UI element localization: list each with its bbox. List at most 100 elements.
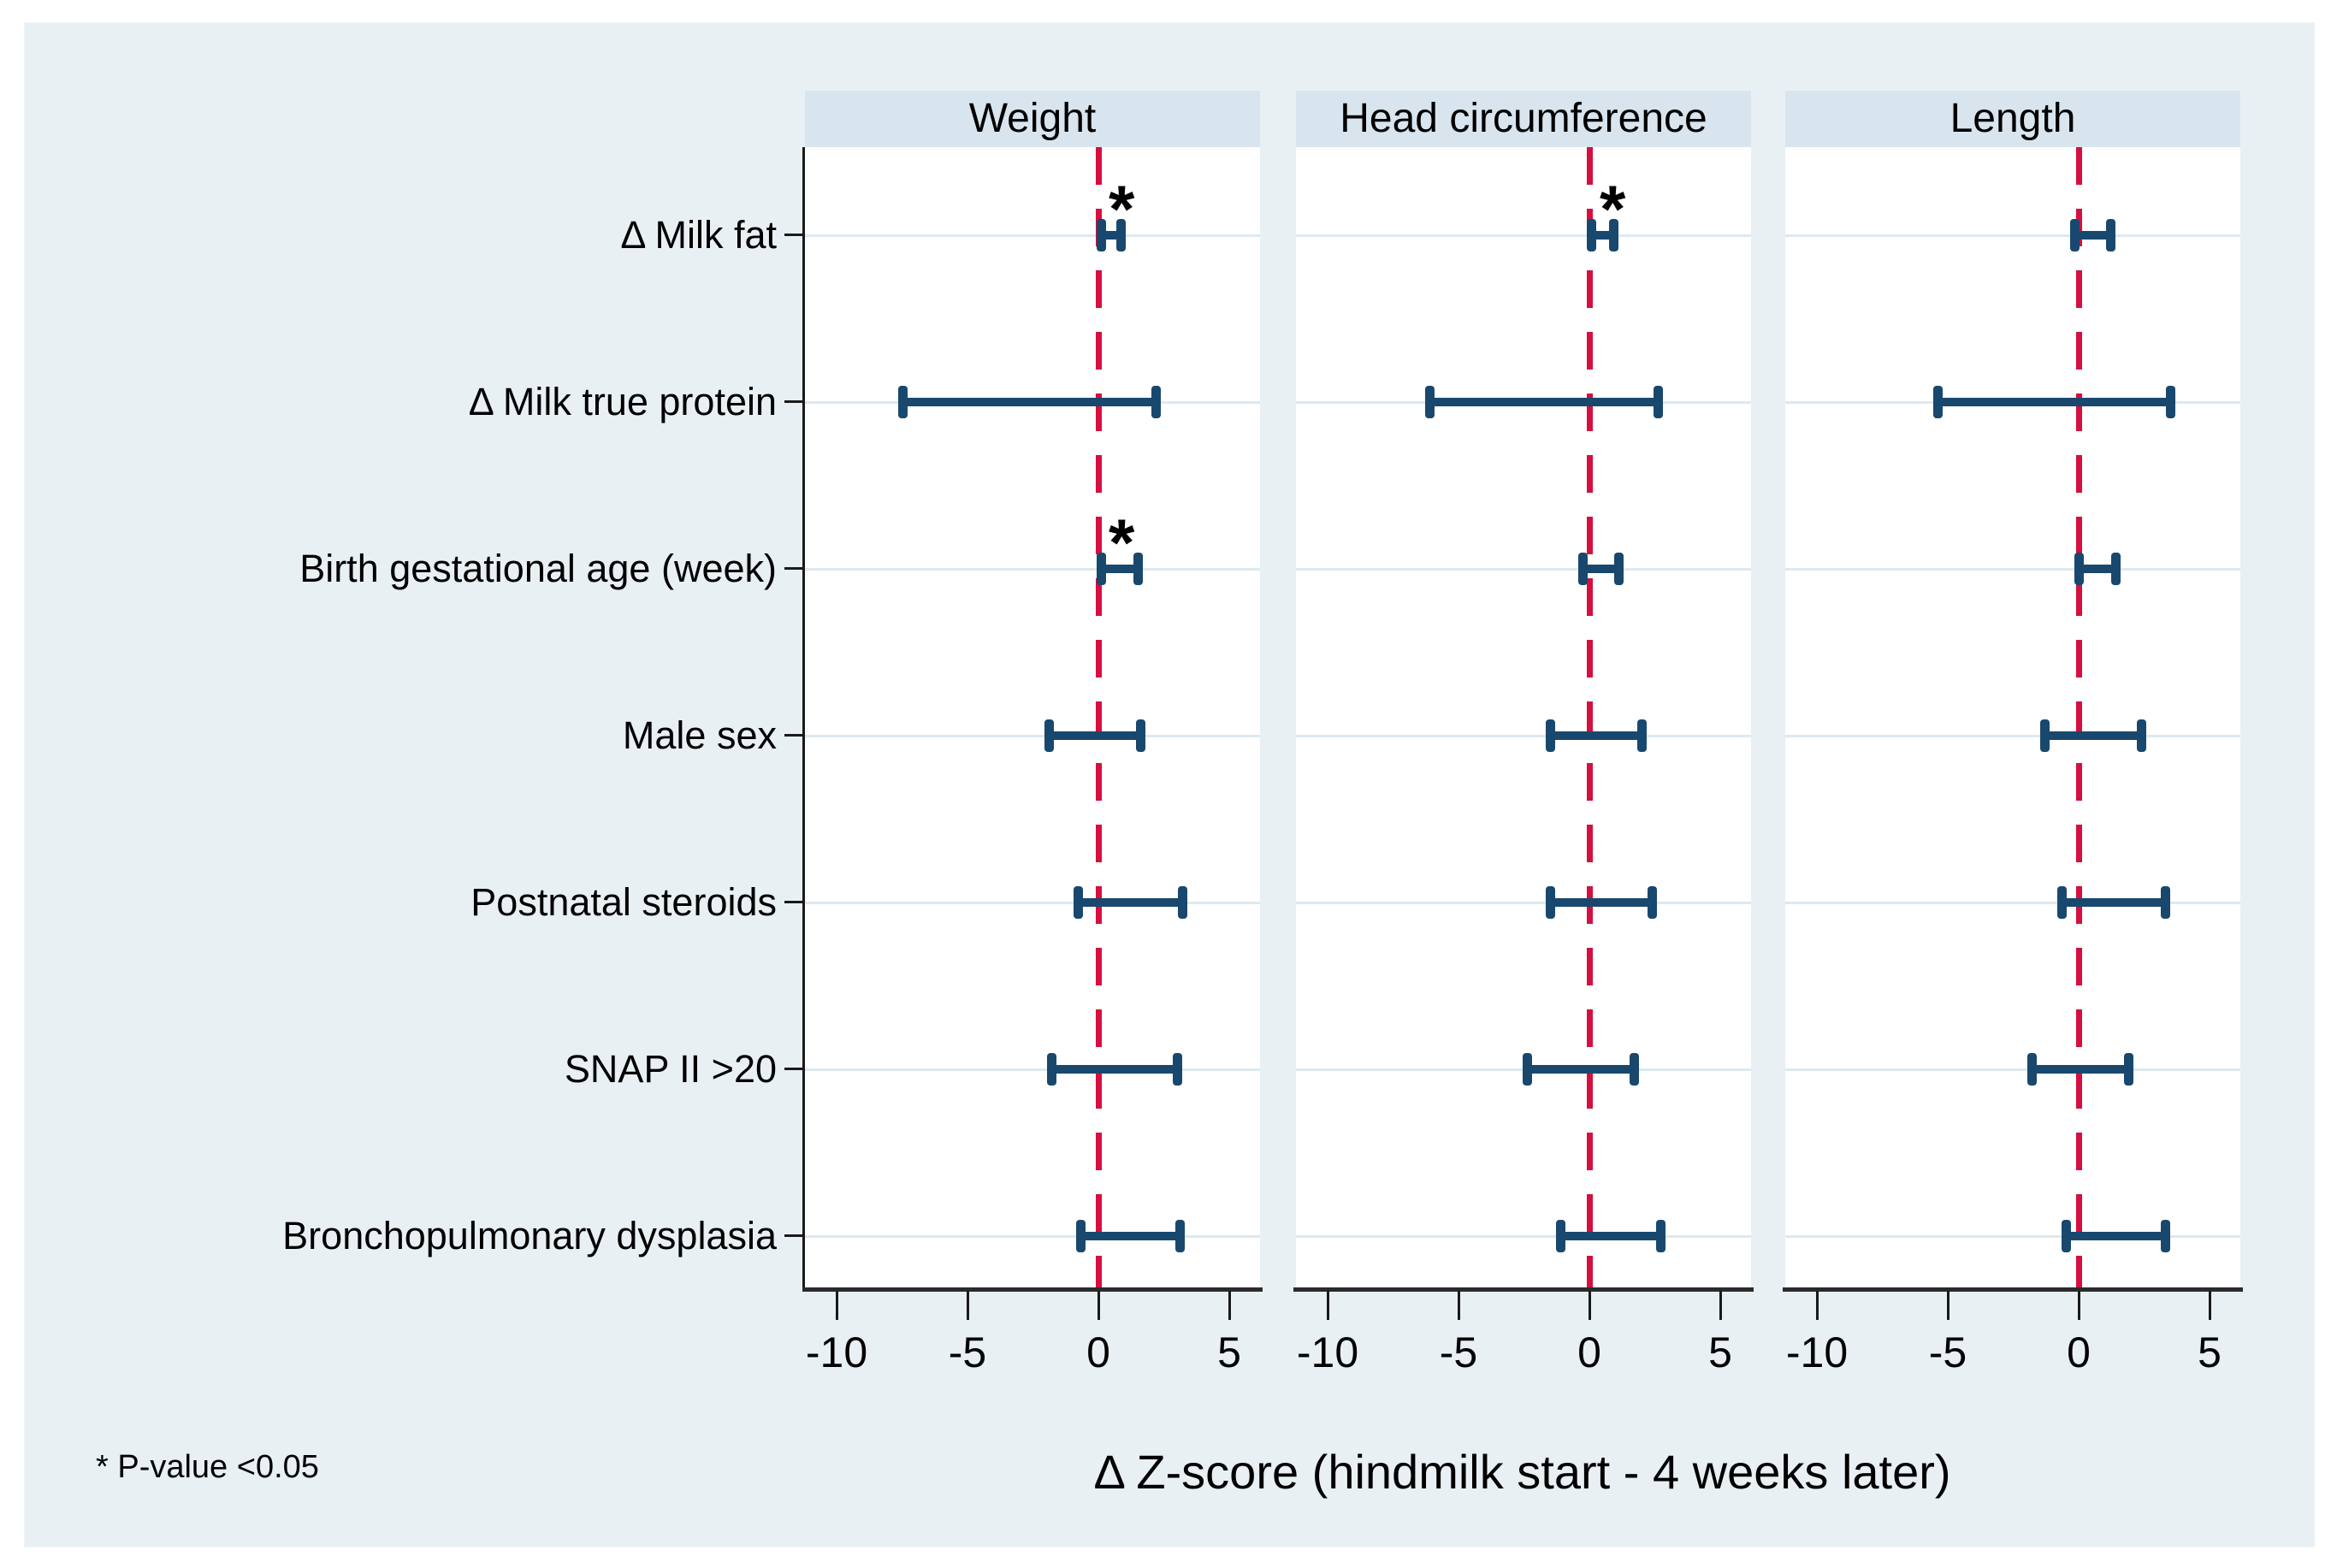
x-tick-label: 5 <box>1708 1328 1732 1376</box>
grid-line <box>1785 902 2240 904</box>
grid-line <box>1785 735 2240 737</box>
sig-asterisk: * <box>1109 505 1135 580</box>
ci-cap-right <box>1151 386 1162 418</box>
ci-bar <box>2079 565 2115 573</box>
reference-line <box>2075 147 2082 1287</box>
ci-cap-left <box>1046 1053 1056 1086</box>
ci-cap-left <box>897 386 908 418</box>
x-tick <box>1097 1291 1100 1320</box>
x-tick-label: -5 <box>948 1328 987 1376</box>
ci-bar <box>1101 565 1138 573</box>
panel-header: Head circumference <box>1296 91 1751 147</box>
ci-cap-right <box>1655 1220 1665 1252</box>
x-tick-label: -5 <box>1928 1328 1967 1376</box>
ci-cap-left <box>2070 219 2080 251</box>
x-tick <box>1326 1291 1329 1320</box>
grid-line <box>1296 1235 1751 1238</box>
grid-line <box>1296 568 1751 571</box>
row-axis-tick <box>784 901 805 903</box>
grid-line <box>1785 568 2240 571</box>
ci-bar <box>1590 231 1613 240</box>
ci-cap-right <box>2110 553 2121 585</box>
ci-bar <box>2044 731 2142 740</box>
sig-asterisk: * <box>1600 171 1626 246</box>
ci-cap-left <box>1075 1220 1086 1252</box>
x-tick <box>1815 1291 1819 1320</box>
ci-cap-right <box>1116 219 1126 251</box>
ci-cap-right <box>1613 553 1624 585</box>
ci-cap-right <box>1177 886 1187 919</box>
row-axis-tick <box>784 400 805 403</box>
ci-bar <box>1550 898 1653 907</box>
grid-line <box>805 1235 1260 1238</box>
row-axis-tick <box>784 234 805 236</box>
ci-cap-right <box>1637 719 1648 752</box>
grid-line <box>1785 1235 2240 1238</box>
x-tick-label: 0 <box>1577 1328 1601 1376</box>
x-tick <box>1457 1291 1460 1320</box>
x-tick <box>835 1291 838 1320</box>
x-tick-label: 0 <box>1086 1328 1110 1376</box>
ci-cap-right <box>2160 1220 2170 1252</box>
ci-cap-right <box>2160 886 2170 919</box>
ci-cap-left <box>1425 386 1435 418</box>
ci-bar <box>1077 898 1182 907</box>
x-tick <box>2208 1291 2211 1320</box>
x-tick-label: -5 <box>1439 1328 1478 1376</box>
grid-line <box>1296 902 1751 904</box>
x-tick <box>1946 1291 1949 1320</box>
grid-line <box>1296 735 1751 737</box>
ci-cap-left <box>2061 1220 2071 1252</box>
ci-cap-left <box>1097 219 1107 251</box>
ci-cap-left <box>2074 553 2084 585</box>
x-tick-label: 5 <box>2198 1328 2222 1376</box>
ci-cap-left <box>1044 719 1054 752</box>
x-tick <box>966 1291 969 1320</box>
row-label: SNAP II >20 <box>564 1047 777 1091</box>
significance-footnote: * P-value <0.05 <box>96 1449 319 1485</box>
ci-bar <box>1429 398 1658 406</box>
grid-line <box>805 234 1260 237</box>
ci-cap-left <box>1932 386 1943 418</box>
x-tick-label: -10 <box>1296 1328 1359 1376</box>
ci-bar <box>2031 1065 2129 1074</box>
x-tick <box>1719 1291 1722 1320</box>
ci-bar <box>902 398 1157 406</box>
x-axis-line <box>802 1287 1263 1292</box>
panel-header: Length <box>1785 91 2240 147</box>
ci-bar <box>2065 1232 2165 1240</box>
ci-cap-left <box>1546 886 1556 919</box>
panel-header: Weight <box>805 91 1260 147</box>
x-tick-label: 5 <box>1217 1328 1241 1376</box>
row-axis-tick <box>784 567 805 570</box>
ci-cap-left <box>1522 1053 1532 1086</box>
ci-cap-right <box>1648 886 1658 919</box>
ci-cap-left <box>2026 1053 2037 1086</box>
plot-panel: * * <box>805 147 1260 1287</box>
grid-line <box>1785 234 2240 237</box>
ci-bar <box>2074 231 2110 240</box>
grid-line <box>805 902 1260 904</box>
ci-bar <box>1526 1065 1634 1074</box>
ci-bar <box>1560 1232 1660 1240</box>
ci-cap-left <box>2040 719 2050 752</box>
ci-bar <box>1080 1232 1180 1240</box>
ci-bar <box>1550 731 1642 740</box>
ci-bar <box>1048 731 1140 740</box>
reference-line <box>1586 147 1593 1287</box>
x-tick-label: 0 <box>2067 1328 2091 1376</box>
y-axis-line <box>802 147 805 1287</box>
plot-panel <box>1785 147 2240 1287</box>
ci-cap-right <box>1608 219 1618 251</box>
row-label: Δ Milk fat <box>620 213 777 257</box>
grid-line <box>1785 1068 2240 1071</box>
ci-cap-left <box>1578 553 1589 585</box>
grid-line <box>805 1068 1260 1071</box>
x-tick <box>1228 1291 1231 1320</box>
row-axis-tick <box>784 734 805 737</box>
row-label: Birth gestational age (week) <box>299 547 777 590</box>
ci-cap-left <box>1586 219 1596 251</box>
x-tick <box>2077 1291 2080 1320</box>
row-label: Δ Milk true protein <box>468 380 777 423</box>
ci-bar <box>1583 565 1618 573</box>
